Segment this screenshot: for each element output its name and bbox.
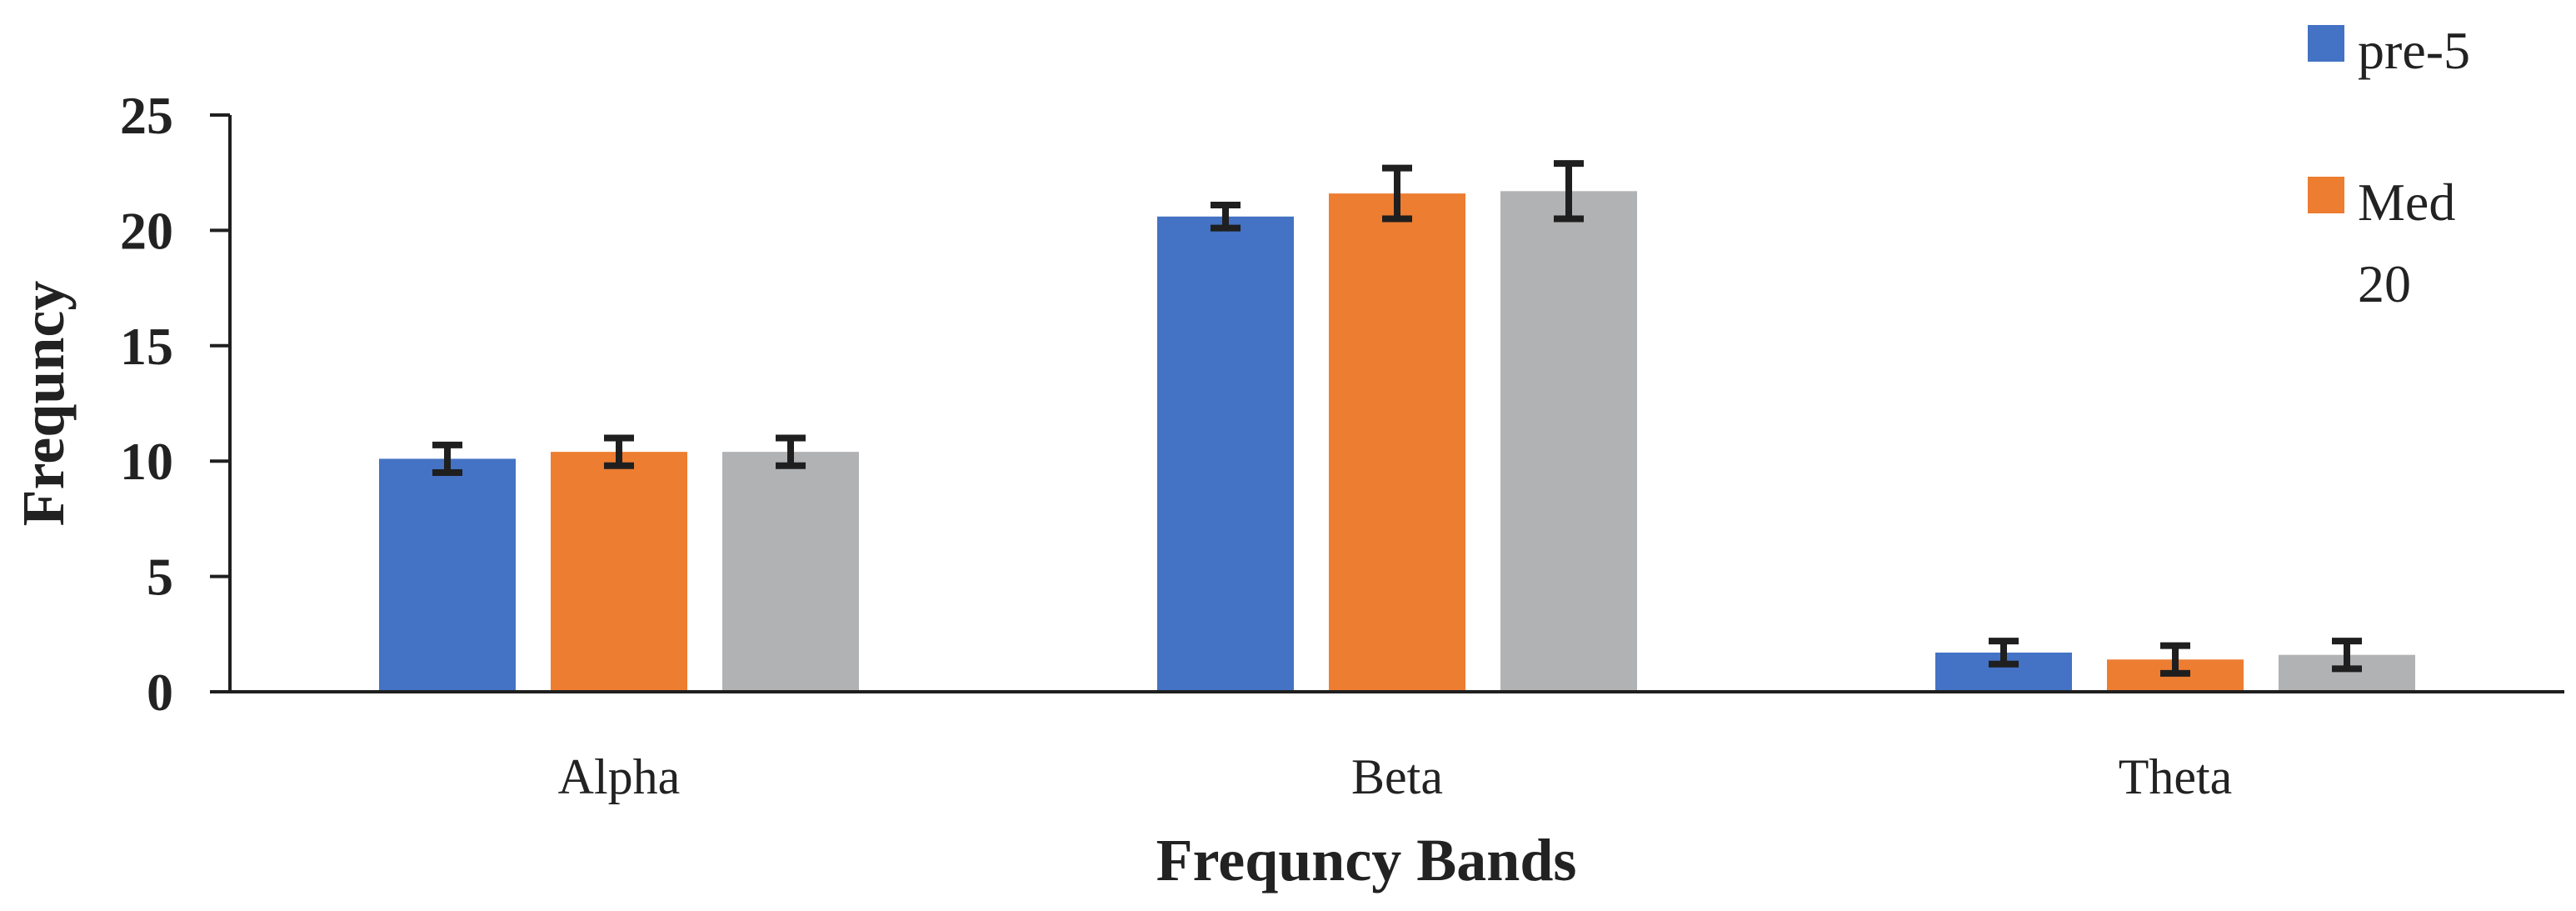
bar-beta-series-1	[1157, 216, 1294, 692]
error-bar-theta-series-3	[2332, 638, 2362, 673]
error-bar-beta-series-3	[1554, 160, 1584, 223]
error-bar-alpha-series-3	[776, 434, 806, 469]
x-tick-label-theta: Theta	[2119, 749, 2233, 804]
error-bar-beta-series-1	[1211, 201, 1241, 232]
bar-alpha-series-1	[379, 458, 516, 692]
error-bar-alpha-series-2	[604, 434, 634, 469]
bar-beta-series-2	[1329, 193, 1465, 692]
legend-label-series-2-line-2: 20	[2358, 254, 2411, 313]
x-category-labels: Alpha Beta Theta	[558, 749, 2233, 804]
y-tick-label-5: 5	[147, 548, 173, 607]
y-tick-label-20: 20	[120, 201, 173, 260]
x-axis-title: Frequncy Bands	[1156, 827, 1577, 893]
bar-alpha-series-3	[722, 452, 859, 692]
x-tick-label-beta: Beta	[1351, 749, 1443, 804]
y-tick-label-0: 0	[147, 663, 173, 722]
legend-label-series-2-line-1: Med	[2358, 173, 2455, 232]
y-ticks-layer: 0 5 10 15 20 25	[120, 86, 230, 722]
error-bar-theta-series-1	[1989, 638, 2019, 668]
legend-swatch-series-2	[2308, 177, 2344, 213]
bar-beta-series-3	[1500, 191, 1637, 692]
error-bar-beta-series-2	[1382, 164, 1412, 223]
bars-layer	[379, 191, 2415, 692]
x-tick-label-alpha: Alpha	[558, 749, 681, 804]
bar-alpha-series-2	[551, 452, 687, 692]
error-bar-theta-series-2	[2160, 642, 2190, 677]
y-tick-label-10: 10	[120, 432, 173, 491]
error-bar-alpha-series-1	[432, 441, 462, 477]
error-bars-layer	[432, 160, 2362, 677]
y-tick-label-15: 15	[120, 317, 173, 376]
y-tick-label-25: 25	[120, 86, 173, 145]
legend-label-series-1: pre-5	[2358, 21, 2470, 80]
legend-swatch-series-1	[2308, 25, 2344, 62]
legend: pre-5 Med 20	[2308, 21, 2470, 313]
y-axis-title: Frequncy	[10, 281, 77, 527]
